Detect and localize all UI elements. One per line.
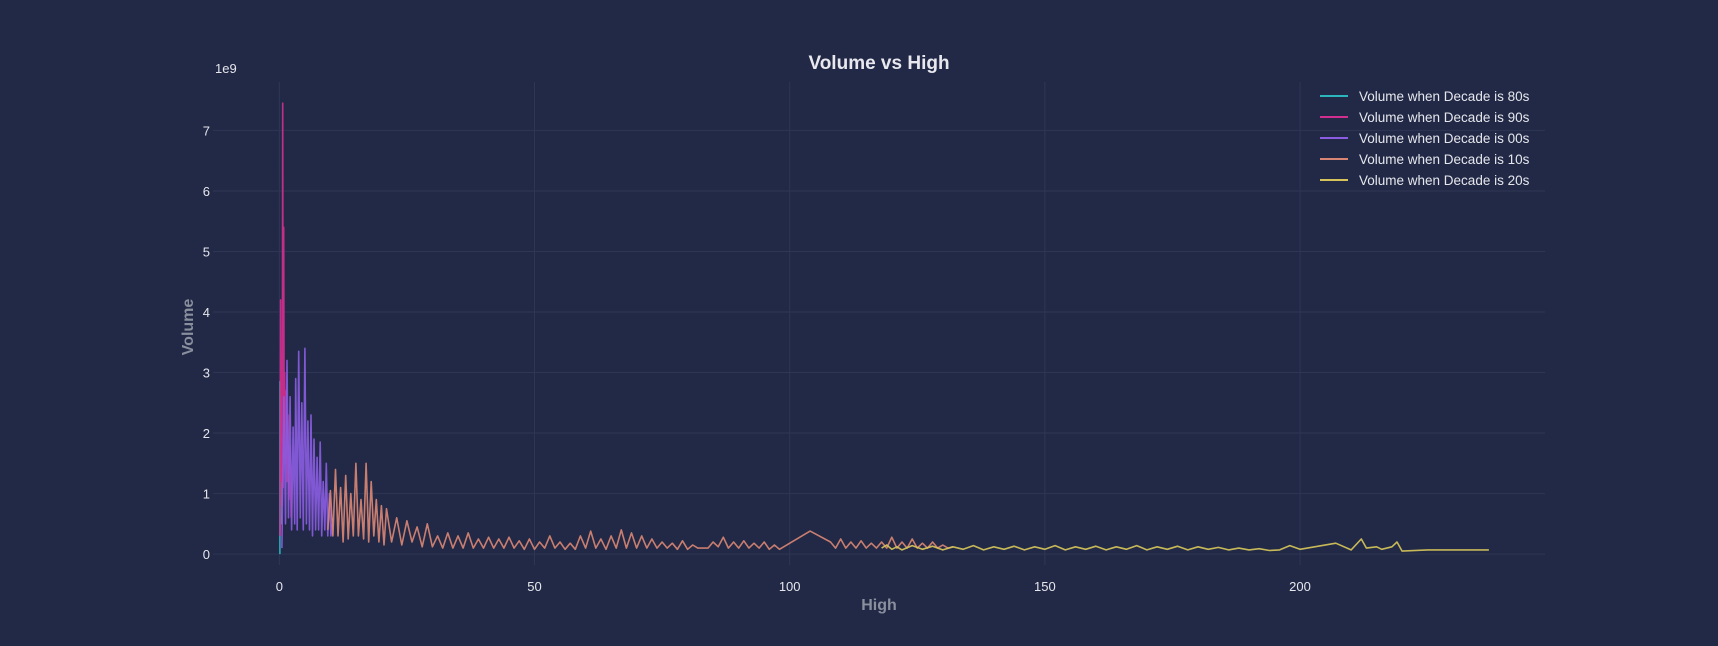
y-tick-label: 1 bbox=[203, 487, 210, 502]
legend-entry: Volume when Decade is 90s bbox=[1359, 110, 1530, 125]
legend: Volume when Decade is 80s Volume when Dec… bbox=[1320, 89, 1530, 188]
y-tick-label: 5 bbox=[203, 244, 210, 259]
y-axis-ticks: 0 1 2 3 4 5 6 7 bbox=[203, 123, 210, 562]
x-tick-label: 150 bbox=[1034, 579, 1056, 594]
legend-entry: Volume when Decade is 00s bbox=[1359, 131, 1530, 146]
grid bbox=[213, 82, 1545, 565]
y-offset-label: 1e9 bbox=[215, 61, 237, 76]
chart-title: Volume vs High bbox=[808, 53, 949, 74]
x-axis-label: High bbox=[861, 597, 897, 614]
series-lines bbox=[279, 102, 1489, 555]
x-tick-label: 100 bbox=[779, 579, 801, 594]
y-tick-label: 6 bbox=[203, 184, 210, 199]
series-line-2 bbox=[281, 347, 334, 549]
y-tick-label: 7 bbox=[203, 123, 210, 138]
x-tick-label: 0 bbox=[276, 579, 283, 594]
x-tick-label: 50 bbox=[527, 579, 541, 594]
legend-entry: Volume when Decade is 10s bbox=[1359, 152, 1530, 167]
series-line-4 bbox=[881, 538, 1489, 552]
x-axis-ticks: 0 50 100 150 200 bbox=[276, 579, 1311, 594]
legend-entry: Volume when Decade is 20s bbox=[1359, 173, 1530, 188]
y-tick-label: 0 bbox=[203, 547, 210, 562]
y-tick-label: 4 bbox=[203, 305, 210, 320]
y-axis-label: Volume bbox=[180, 299, 197, 356]
y-tick-label: 2 bbox=[203, 426, 210, 441]
series-line-3 bbox=[327, 462, 954, 551]
y-tick-label: 3 bbox=[203, 366, 210, 381]
x-tick-label: 200 bbox=[1289, 579, 1311, 594]
legend-entry: Volume when Decade is 80s bbox=[1359, 89, 1530, 104]
